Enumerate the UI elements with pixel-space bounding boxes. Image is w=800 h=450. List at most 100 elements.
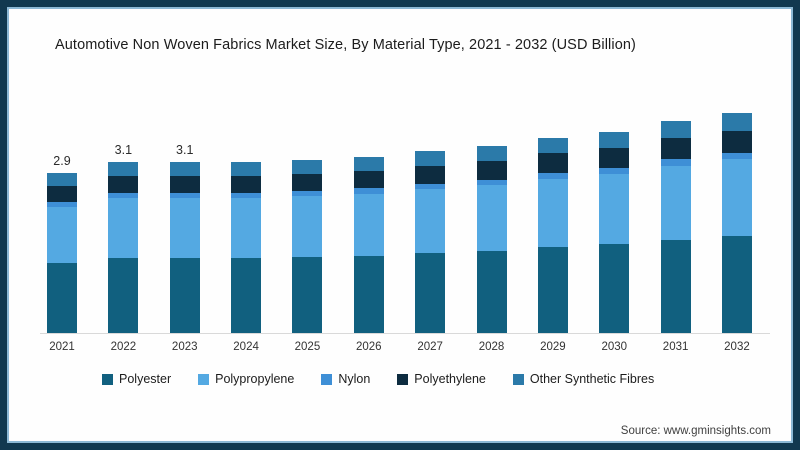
bar-segment-polypropylene-2021: [47, 206, 77, 263]
bar-segment-other-synthetic-fibres-2024: [231, 162, 262, 177]
x-axis-label-2022: 2022: [110, 341, 137, 353]
legend-item-polypropylene: Polypropylene: [198, 372, 294, 386]
bar-segment-nylon-2031: [660, 159, 691, 166]
legend-swatch-icon: [397, 373, 409, 385]
bar-segment-polyester-2030: [599, 244, 630, 333]
bar-segment-nylon-2032: [721, 152, 752, 160]
bar-segment-other-synthetic-fibres-2021: [47, 172, 77, 186]
bar-segment-other-synthetic-fibres-2031: [660, 120, 691, 138]
bar-segment-polyethylene-2028: [476, 160, 507, 180]
x-axis-label-2030: 2030: [601, 341, 628, 353]
chart-title: Automotive Non Woven Fabrics Market Size…: [55, 37, 636, 53]
bar-segment-nylon-2025: [292, 191, 323, 197]
legend-label: Polyester: [119, 372, 172, 386]
bar-segment-polypropylene-2029: [537, 179, 568, 248]
bar-stack-2026: [353, 156, 384, 333]
bar-segment-polypropylene-2026: [353, 193, 384, 256]
bar-segment-polyethylene-2027: [415, 165, 446, 184]
bar-stack-2025: [292, 159, 323, 333]
x-axis-label-2027: 2027: [417, 341, 443, 353]
bar-segment-polypropylene-2022: [108, 198, 139, 259]
bar-segment-polyester-2025: [292, 256, 323, 333]
bar-segment-polyester-2026: [353, 255, 384, 333]
chart-legend: Polyester Polypropylene Nylon Polyethylene O…: [102, 372, 654, 386]
bar-segment-other-synthetic-fibres-2029: [537, 137, 568, 154]
legend-label: Nylon: [338, 372, 371, 386]
bar-segment-other-synthetic-fibres-2028: [476, 145, 507, 161]
legend-item-nylon: Nylon: [321, 372, 370, 386]
bar-segment-polyethylene-2025: [292, 173, 323, 192]
legend-swatch-icon: [198, 373, 210, 385]
bar-stack-2029: [537, 137, 568, 333]
legend-label: Polypropylene: [215, 372, 295, 386]
bar-segment-polypropylene-2027: [415, 189, 446, 254]
bar-group-2031: [660, 120, 691, 333]
bar-chart-plot: 2.9 3.1 3.1: [47, 95, 752, 333]
bar-group-2024: [231, 162, 262, 333]
bar-stack-2032: [721, 113, 752, 333]
bar-segment-polyethylene-2024: [231, 176, 262, 194]
bar-value-label-2023: 3.1: [176, 143, 194, 158]
bar-segment-polypropylene-2030: [599, 174, 630, 245]
bar-segment-nylon-2022: [108, 193, 139, 199]
bar-value-label-2021: 2.9: [53, 153, 71, 168]
bar-value-label-2022: 3.1: [114, 143, 133, 158]
x-axis-label-2021: 2021: [49, 341, 75, 353]
bar-segment-polyethylene-2031: [660, 137, 691, 160]
bar-segment-polypropylene-2025: [292, 196, 323, 257]
bar-segment-polyethylene-2021: [47, 185, 77, 202]
bar-segment-other-synthetic-fibres-2032: [721, 113, 752, 131]
bar-segment-nylon-2024: [231, 193, 262, 199]
bar-segment-polyester-2023: [169, 258, 200, 333]
bar-segment-polyethylene-2026: [353, 170, 384, 189]
bar-segment-polypropylene-2032: [721, 159, 752, 237]
bar-segment-other-synthetic-fibres-2025: [292, 159, 323, 174]
bar-group-2032: [721, 113, 752, 333]
x-axis-label-2028: 2028: [478, 341, 505, 353]
bar-segment-polyethylene-2023: [169, 176, 200, 194]
bar-group-2026: [353, 156, 384, 333]
bar-segment-nylon-2028: [476, 179, 507, 185]
source-attribution: Source: www.gminsights.com: [620, 425, 771, 437]
bar-stack-2022: [108, 162, 139, 333]
legend-label: Other Synthetic Fibres: [529, 372, 655, 386]
bar-group-2023: 3.1: [169, 143, 200, 333]
x-axis-label-2025: 2025: [294, 341, 321, 353]
bar-group-2021: 2.9: [47, 154, 77, 333]
x-axis-label-2032: 2032: [724, 341, 750, 353]
legend-swatch-icon: [512, 373, 524, 385]
bar-segment-polyester-2027: [415, 253, 446, 333]
legend-item-other-synthetic-fibres: Other Synthetic Fibres: [512, 372, 655, 386]
bar-group-2029: [537, 137, 568, 333]
bar-segment-polyethylene-2022: [108, 176, 139, 194]
x-axis-line: [40, 333, 770, 334]
legend-item-polyethylene: Polyethylene: [397, 372, 486, 386]
bar-segment-other-synthetic-fibres-2022: [108, 162, 139, 177]
bar-segment-nylon-2027: [415, 183, 446, 190]
bar-stack-2031: [660, 120, 691, 333]
x-axis-label-2031: 2031: [662, 341, 689, 353]
bar-segment-nylon-2023: [169, 193, 200, 199]
bar-segment-polyethylene-2032: [721, 130, 752, 153]
bar-group-2027: [415, 151, 446, 333]
bar-segment-other-synthetic-fibres-2023: [169, 162, 200, 177]
bar-segment-nylon-2030: [599, 168, 630, 175]
bar-group-2025: [292, 159, 323, 333]
bar-segment-polypropylene-2028: [476, 185, 507, 251]
bar-segment-polyester-2021: [47, 262, 77, 333]
bar-stack-2030: [599, 131, 630, 333]
legend-swatch-icon: [321, 373, 333, 385]
x-axis-label-2029: 2029: [540, 341, 566, 353]
bar-segment-polypropylene-2024: [231, 198, 262, 259]
x-axis-label-2024: 2024: [233, 341, 259, 353]
bar-segment-nylon-2026: [353, 188, 384, 194]
bar-segment-other-synthetic-fibres-2027: [415, 151, 446, 166]
legend-label: Polyethylene: [414, 372, 486, 386]
bar-segment-polyethylene-2030: [599, 147, 630, 169]
x-axis-label-2023: 2023: [171, 341, 198, 353]
bar-segment-polyester-2029: [537, 247, 568, 333]
legend-item-polyester: Polyester: [102, 372, 171, 386]
bar-segment-other-synthetic-fibres-2026: [353, 156, 384, 171]
x-axis-label-2026: 2026: [356, 341, 382, 353]
